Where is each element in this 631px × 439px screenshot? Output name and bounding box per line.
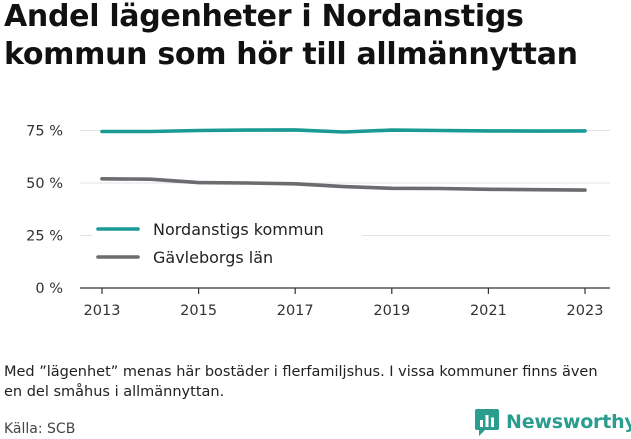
legend-background — [92, 214, 362, 270]
legend-label: Nordanstigs kommun — [153, 220, 324, 239]
chart-title: Andel lägenheter i Nordanstigs kommun so… — [4, 0, 578, 72]
series-lines — [100, 128, 587, 192]
x-tick-label: 2017 — [277, 303, 314, 319]
x-tick-label: 2021 — [470, 303, 507, 319]
legend: Nordanstigs kommun Gävleborgs län — [92, 214, 362, 270]
bar-chart-speech-bubble-icon — [475, 409, 499, 436]
x-tick-label: 2019 — [373, 303, 410, 319]
series-line-1 — [100, 177, 587, 192]
y-tick-label: 25 % — [26, 229, 63, 245]
x-tick-label: 2013 — [84, 303, 121, 319]
x-axis-tick-labels: 2013 2015 2017 2019 2021 2023 — [84, 288, 604, 319]
series-line-0 — [100, 128, 587, 134]
y-tick-label: 75 % — [26, 124, 63, 140]
y-tick-label: 0 % — [35, 281, 63, 297]
brand-name: Newsworthy — [506, 411, 631, 433]
line-chart: 0 % 25 % 50 % 75 % 2013 2015 2017 2019 2021 2023… — [26, 124, 610, 319]
y-tick-label: 50 % — [26, 176, 63, 192]
source-label: Källa: SCB — [4, 421, 76, 437]
y-axis-tick-labels: 0 % 25 % 50 % 75 % — [26, 124, 63, 298]
footnote: Med ”lägenhet” menas här bostäder i fler… — [4, 364, 598, 400]
x-tick-label: 2015 — [180, 303, 217, 319]
x-tick-label: 2023 — [567, 303, 604, 319]
legend-label: Gävleborgs län — [153, 248, 273, 267]
brand-logo: Newsworthy — [474, 406, 631, 438]
